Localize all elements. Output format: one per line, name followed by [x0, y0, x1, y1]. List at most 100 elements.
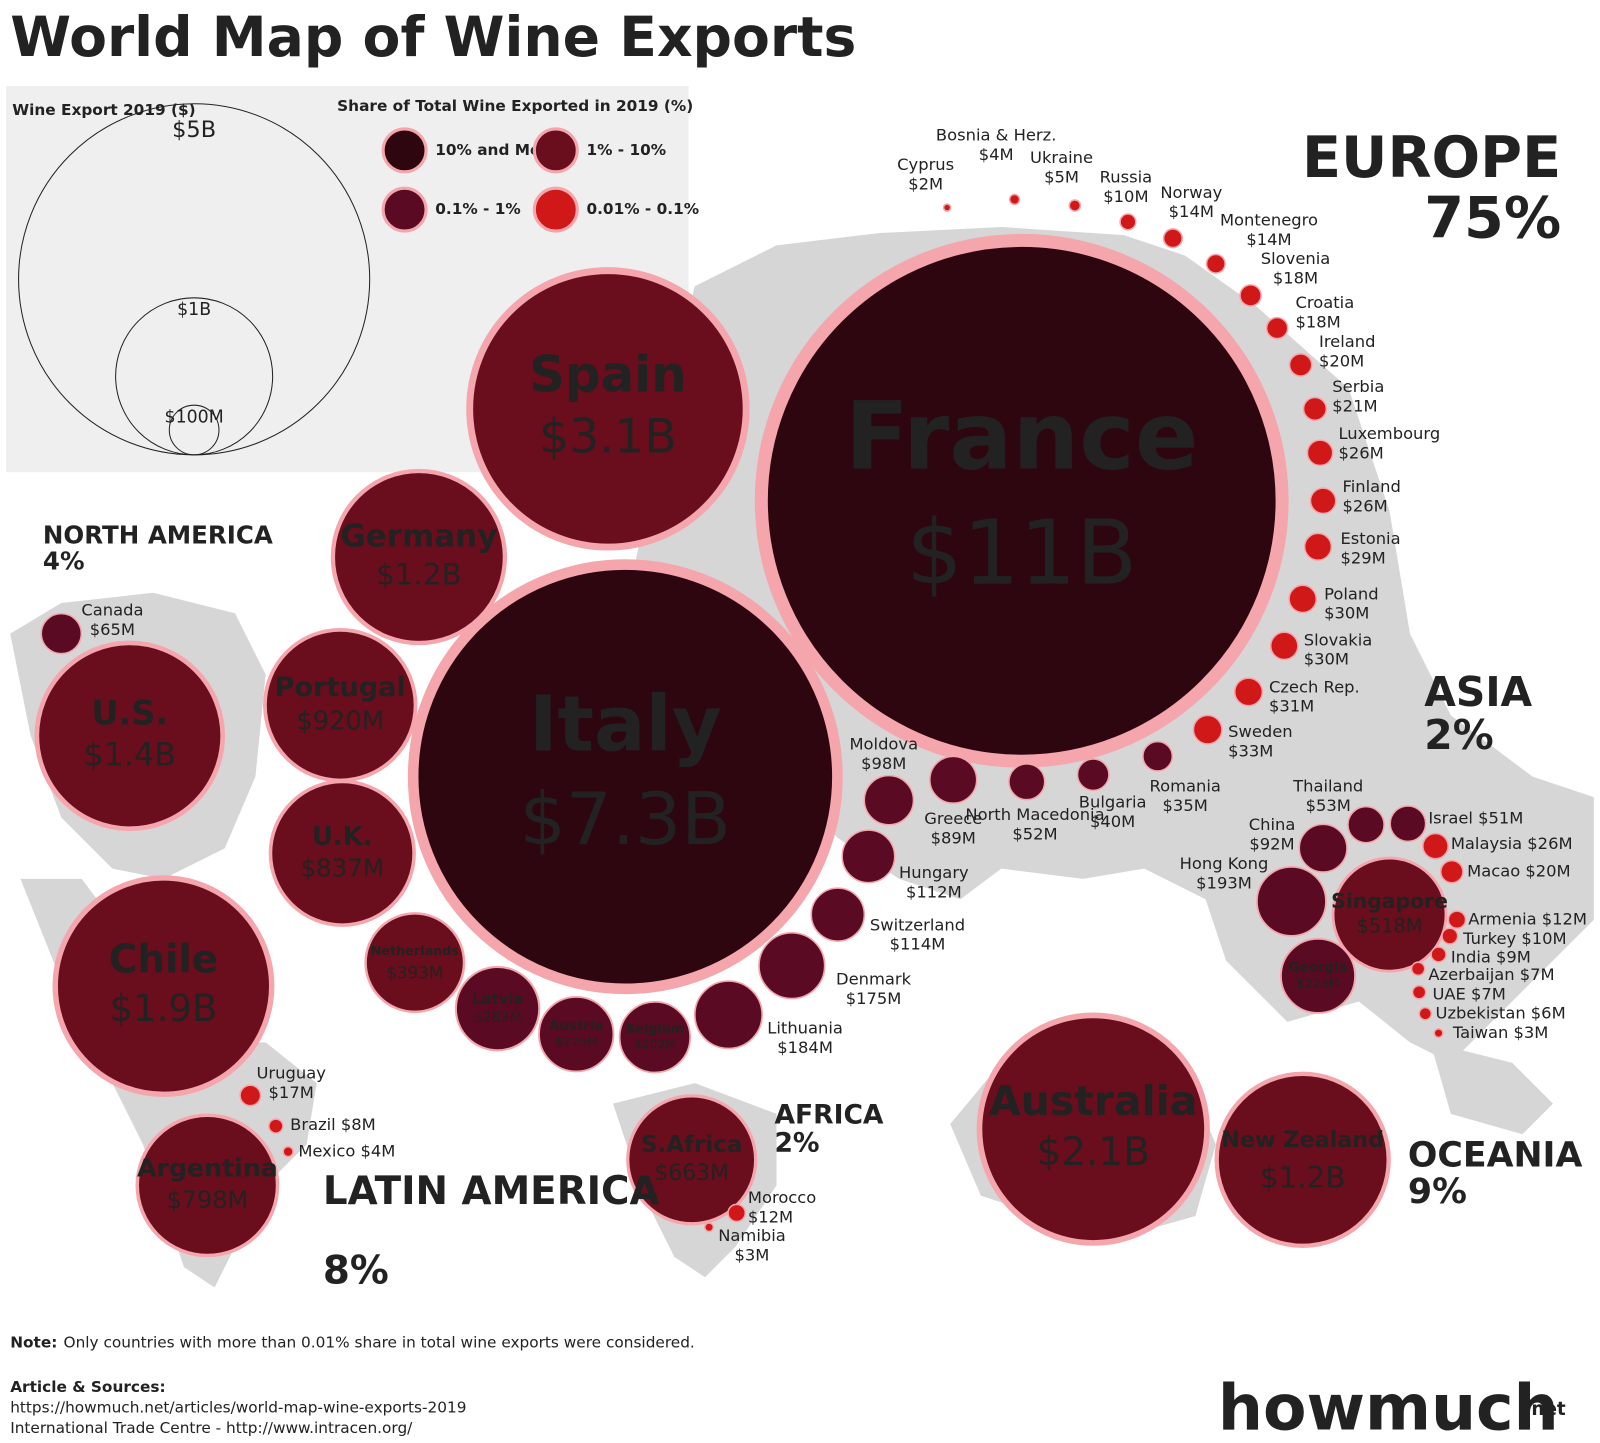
country-bubble [538, 995, 615, 1073]
region-name: AFRICA [774, 1099, 883, 1130]
country-bubble [239, 1084, 262, 1107]
country-name: Slovakia [1304, 630, 1373, 649]
labels: France$11B Italy $7.3B Spain $3.1B Australia $… [81, 126, 1587, 1265]
country-value: $920M [296, 706, 384, 736]
region-name: EUROPE [1302, 125, 1561, 191]
country-name: Belgium [626, 1021, 684, 1036]
country-label: UAE $7M [1432, 984, 1505, 1003]
country-label: Turkey $10M [1462, 929, 1567, 948]
country-label: Israel $51M [1428, 808, 1523, 827]
country-bubble [1447, 910, 1467, 930]
country-name: Lithuania [767, 1019, 843, 1038]
country-value: $14M [1246, 230, 1291, 249]
country-name: Switzerland [870, 915, 965, 934]
country-value: $8M [341, 1115, 376, 1134]
country-value: $17M [269, 1083, 314, 1102]
country-value: $798M [167, 1186, 249, 1214]
country-bubble [268, 779, 416, 927]
country-name: France [845, 383, 1198, 492]
logo: howmuch [1218, 1371, 1559, 1443]
country-value: $26M [1527, 834, 1572, 853]
country-value: $114M [890, 935, 946, 954]
country-label: Uzbekistan $6M [1436, 1003, 1566, 1022]
country-value: $18M [1296, 313, 1341, 332]
country-name: Azerbaijan [1428, 964, 1514, 983]
country-bubble [1288, 353, 1313, 377]
country-bubble [1303, 532, 1333, 561]
country-value: $92M [1249, 835, 1294, 854]
country-value: $10M [1103, 187, 1148, 206]
color-legend-swatch [532, 127, 579, 174]
country-name: Norway [1160, 183, 1222, 202]
country-name: Mexico [298, 1141, 355, 1160]
country-name: Sweden [1228, 722, 1293, 741]
country-bubble [34, 640, 225, 832]
country-value: $193M [1196, 873, 1252, 892]
country-name: Luxembourg [1338, 424, 1440, 443]
country-name: Bosnia & Herz. [936, 126, 1056, 145]
country-name: Slovenia [1261, 249, 1330, 268]
country-value: $2.1B [1037, 1130, 1150, 1175]
color-legend-label: 0.1% - 1% [435, 200, 520, 218]
country-bubble [1418, 1006, 1433, 1021]
country-name: Ireland [1319, 332, 1375, 351]
country-bubble [1280, 937, 1357, 1014]
region-share: 75% [1424, 185, 1561, 251]
country-label: Macao $20M [1467, 861, 1570, 880]
country-value: $40M [1090, 812, 1135, 831]
country-bubble [704, 1222, 715, 1233]
country-name: Netherlands [371, 944, 459, 959]
country-label: Taiwan $3M [1452, 1023, 1549, 1042]
country-bubble [1233, 677, 1264, 707]
country-bubble [1214, 1071, 1391, 1248]
country-value: $18M [1273, 269, 1318, 288]
color-legend-label: 0.01% - 0.1% [586, 200, 699, 218]
country-name: Australia [989, 1077, 1197, 1125]
country-bubble [52, 875, 275, 1098]
country-bubble [863, 774, 915, 826]
size-legend-label: $100M [165, 407, 224, 427]
country-label: Azerbaijan $7M [1428, 964, 1554, 983]
country-value: $51M [1478, 808, 1523, 827]
country-bubble [268, 1118, 284, 1134]
region-name: LATIN AMERICA [323, 1169, 660, 1214]
country-bubble [1410, 961, 1426, 977]
region-share: 8% [323, 1249, 389, 1294]
color-legend-swatch [381, 186, 428, 233]
country-value: $65M [90, 620, 135, 639]
country-value: $29M [1340, 549, 1385, 568]
country-bubble [976, 1012, 1210, 1246]
country-bubble [135, 1113, 280, 1258]
country-name: Morocco [748, 1188, 816, 1207]
region-name: NORTH AMERICA [43, 521, 273, 550]
country-bubble [263, 627, 418, 783]
title: World Map of Wine Exports [10, 6, 856, 70]
country-value: $393M [386, 963, 443, 983]
country-value: $10M [1521, 929, 1566, 948]
color-legend-swatch [381, 127, 428, 174]
country-name: Denmark [836, 969, 912, 988]
country-name: Malaysia [1451, 834, 1522, 853]
country-name: Macao [1467, 861, 1520, 880]
country-name: Czech Rep. [1269, 677, 1360, 696]
country-bubble [40, 612, 83, 655]
country-name: Uzbekistan [1436, 1003, 1526, 1022]
country-bubble [1269, 631, 1299, 661]
country-value: $20M [1319, 351, 1364, 370]
country-value: $26M [1343, 496, 1388, 515]
country-name: Brazil [290, 1115, 336, 1134]
country-name: U.S. [91, 694, 168, 733]
size-legend-label: $1B [177, 300, 211, 320]
country-value: $30M [1304, 650, 1349, 669]
country-name: Austria [549, 1019, 604, 1034]
note-text: Only countries with more than 0.01% shar… [64, 1333, 695, 1351]
country-name: Georgia [1289, 961, 1348, 976]
country-bubble [466, 267, 750, 551]
country-name: Montenegro [1220, 210, 1318, 229]
country-value: $98M [861, 754, 906, 773]
region-share: 4% [43, 546, 85, 575]
country-bubble [618, 1001, 692, 1074]
logo-suffix: .net [1524, 1399, 1566, 1420]
country-bubble [1309, 487, 1337, 515]
